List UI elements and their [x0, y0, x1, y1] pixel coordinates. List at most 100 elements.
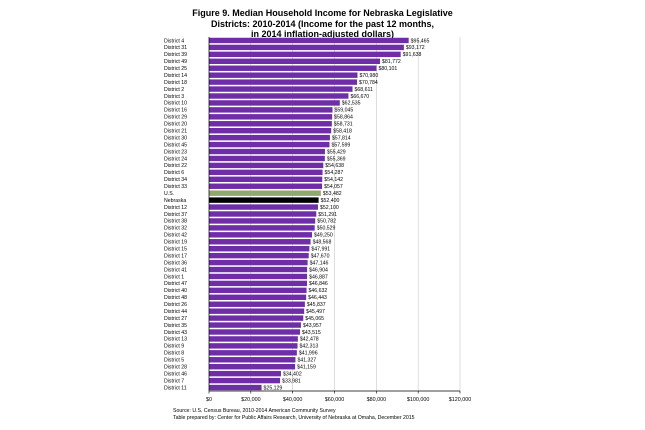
category-label: District 25 — [164, 66, 187, 72]
value-label: $41,996 — [299, 351, 318, 357]
x-tick-label: $80,000 — [367, 397, 387, 403]
category-label: District 2 — [164, 87, 184, 93]
value-label: $50,782 — [317, 219, 336, 225]
bar — [209, 134, 330, 141]
category-label: District 31 — [164, 45, 187, 51]
value-label: $34,402 — [283, 371, 302, 377]
bar — [209, 86, 353, 92]
bar — [209, 336, 298, 342]
value-label: $55,429 — [327, 149, 346, 155]
category-label: District 9 — [164, 344, 184, 350]
category-label: District 18 — [164, 80, 187, 86]
bar — [209, 93, 349, 99]
bar — [209, 280, 307, 287]
value-label: $80,101 — [379, 66, 398, 72]
value-label: $81,772 — [382, 59, 401, 65]
value-label: $95,465 — [411, 38, 430, 44]
bar — [209, 294, 307, 301]
bar — [209, 162, 324, 169]
bar — [209, 322, 301, 328]
category-label: District 29 — [164, 115, 187, 121]
chart-title: Figure 9. Median Household Income for Ne… — [150, 8, 495, 40]
bar — [209, 211, 317, 217]
bar — [209, 114, 333, 120]
bar — [209, 252, 309, 259]
source-line-2: Table prepared by: Center for Public Aff… — [173, 414, 415, 421]
value-label: $47,670 — [311, 253, 330, 259]
category-label: District 30 — [164, 135, 187, 141]
bar — [209, 232, 313, 238]
bar — [209, 370, 281, 377]
bar — [209, 100, 340, 106]
value-label: $45,065 — [305, 316, 324, 322]
bar — [209, 363, 296, 370]
bar — [209, 190, 321, 196]
bar — [209, 329, 301, 335]
value-label: $93,172 — [406, 45, 425, 51]
value-label: $49,250 — [314, 233, 333, 239]
category-label: District 26 — [164, 302, 187, 308]
source-note: Source: U.S. Census Bureau, 2010-2014 Am… — [173, 408, 415, 421]
category-label: District 23 — [164, 149, 187, 155]
category-label: District 38 — [164, 219, 187, 225]
value-label: $46,632 — [309, 288, 328, 294]
category-label: District 37 — [164, 212, 187, 218]
value-label: $33,981 — [282, 378, 301, 384]
source-line-1: Source: U.S. Census Bureau, 2010-2014 Am… — [173, 408, 336, 414]
bar — [209, 218, 316, 224]
bar — [209, 169, 323, 176]
value-label: $52,100 — [320, 205, 339, 211]
value-label: $91,638 — [403, 52, 422, 58]
bar — [209, 308, 305, 314]
category-label: District 24 — [164, 156, 187, 162]
bar — [209, 127, 332, 134]
category-label: District 20 — [164, 122, 187, 128]
value-label: $46,846 — [309, 281, 328, 287]
value-label: $66,670 — [350, 94, 369, 100]
value-label: $43,515 — [302, 330, 321, 336]
bar — [209, 121, 332, 127]
value-label: $46,904 — [309, 267, 328, 273]
x-tick-label: $20,000 — [241, 397, 261, 403]
bar — [209, 141, 330, 148]
value-label: $54,142 — [324, 177, 343, 183]
bar — [209, 225, 315, 231]
value-label: $43,957 — [303, 323, 322, 329]
bar — [209, 79, 358, 85]
value-label: $48,568 — [313, 240, 332, 246]
value-label: $68,611 — [355, 87, 373, 93]
bar — [209, 44, 404, 51]
value-label: $25,129 — [264, 385, 283, 391]
category-label: District 14 — [164, 73, 187, 79]
value-label: $45,497 — [306, 309, 325, 315]
title-line-2: Districts: 2010-2014 (Income for the pas… — [210, 18, 435, 29]
value-label: $42,478 — [300, 337, 319, 343]
value-label: $50,529 — [317, 226, 336, 232]
bar — [209, 148, 325, 155]
value-label: $41,159 — [297, 365, 316, 371]
value-label: $70,980 — [359, 73, 378, 79]
category-label: District 3 — [164, 94, 184, 100]
category-label: District 6 — [164, 170, 184, 176]
title-line-1: Figure 9. Median Household Income for Ne… — [192, 8, 453, 18]
category-label: District 4 — [164, 38, 184, 44]
value-label: $46,887 — [309, 274, 328, 280]
category-label: District 19 — [164, 240, 187, 246]
bar — [209, 204, 318, 210]
category-label: District 45 — [164, 142, 187, 148]
category-label: District 11 — [164, 385, 187, 391]
title-line-3: in 2014 inflation-adjusted dollars) — [250, 29, 395, 39]
value-label: $54,638 — [325, 163, 344, 169]
bar — [209, 315, 304, 321]
category-label: District 46 — [164, 371, 187, 377]
x-tick-label: $100,000 — [407, 397, 429, 403]
bar — [209, 301, 305, 307]
bar — [209, 357, 296, 363]
bar — [209, 377, 281, 384]
value-label: $46,443 — [308, 295, 327, 301]
category-label: District 1 — [164, 274, 184, 280]
category-label: District 42 — [164, 233, 187, 239]
category-label: District 35 — [164, 323, 187, 329]
